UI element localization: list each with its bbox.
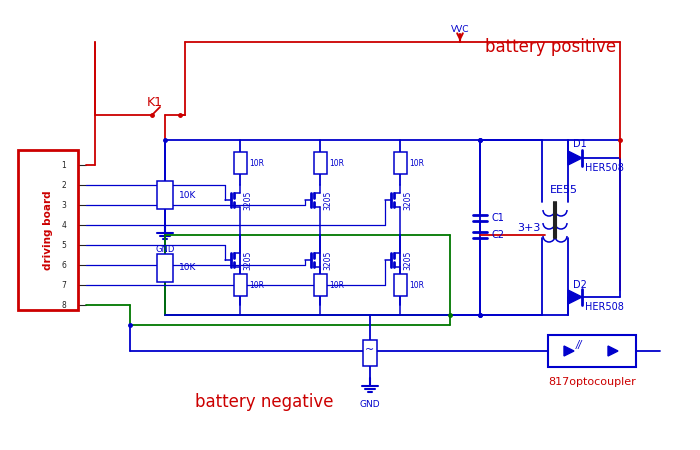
Text: 10K: 10K: [179, 190, 197, 199]
Text: 3205: 3205: [403, 190, 412, 210]
Text: C2: C2: [492, 230, 505, 240]
Text: D1: D1: [573, 139, 587, 149]
Text: HER508: HER508: [585, 302, 624, 312]
Text: 10R: 10R: [249, 280, 264, 289]
Text: battery negative: battery negative: [195, 393, 333, 411]
Text: driving board: driving board: [43, 190, 53, 270]
Bar: [157, 254, 173, 282]
Text: HER508: HER508: [585, 163, 624, 173]
Bar: [393, 274, 407, 296]
Text: 3205: 3205: [243, 250, 252, 270]
Text: 10R: 10R: [329, 158, 344, 167]
Polygon shape: [568, 151, 582, 165]
Text: 3205: 3205: [323, 190, 332, 210]
Text: 10R: 10R: [249, 158, 264, 167]
Text: battery positive: battery positive: [485, 38, 616, 56]
Text: 6: 6: [62, 261, 66, 270]
Bar: [234, 152, 246, 174]
Text: 2: 2: [62, 180, 66, 189]
Text: EE55: EE55: [550, 185, 578, 195]
Text: 3205: 3205: [243, 190, 252, 210]
Text: 10R: 10R: [329, 280, 344, 289]
Text: ~: ~: [365, 345, 375, 355]
Text: 10R: 10R: [409, 158, 424, 167]
Bar: [234, 274, 246, 296]
Text: K1: K1: [147, 96, 163, 109]
Text: VVC: VVC: [451, 26, 469, 35]
Text: 7: 7: [62, 280, 66, 289]
Polygon shape: [564, 346, 574, 356]
Text: 3205: 3205: [403, 250, 412, 270]
Bar: [157, 181, 173, 209]
Bar: [363, 340, 377, 366]
Text: 817optocoupler: 817optocoupler: [548, 377, 636, 387]
Text: D2: D2: [573, 280, 587, 290]
Text: 1: 1: [62, 161, 66, 170]
Text: 5: 5: [62, 240, 66, 249]
Bar: [18, 150, 78, 310]
Text: C1: C1: [492, 213, 505, 223]
Text: 3+3: 3+3: [517, 223, 540, 233]
Bar: [548, 335, 636, 367]
Text: GND: GND: [155, 245, 175, 254]
Text: 8: 8: [62, 301, 66, 310]
Text: 3205: 3205: [323, 250, 332, 270]
Text: 10R: 10R: [409, 280, 424, 289]
Bar: [314, 274, 326, 296]
Text: //: //: [576, 340, 582, 350]
Polygon shape: [608, 346, 618, 356]
Text: 10K: 10K: [179, 264, 197, 273]
Text: 4: 4: [62, 220, 66, 230]
Bar: [393, 152, 407, 174]
Polygon shape: [568, 290, 582, 304]
Bar: [314, 152, 326, 174]
Text: GND: GND: [360, 400, 380, 409]
Text: 3: 3: [62, 201, 66, 210]
